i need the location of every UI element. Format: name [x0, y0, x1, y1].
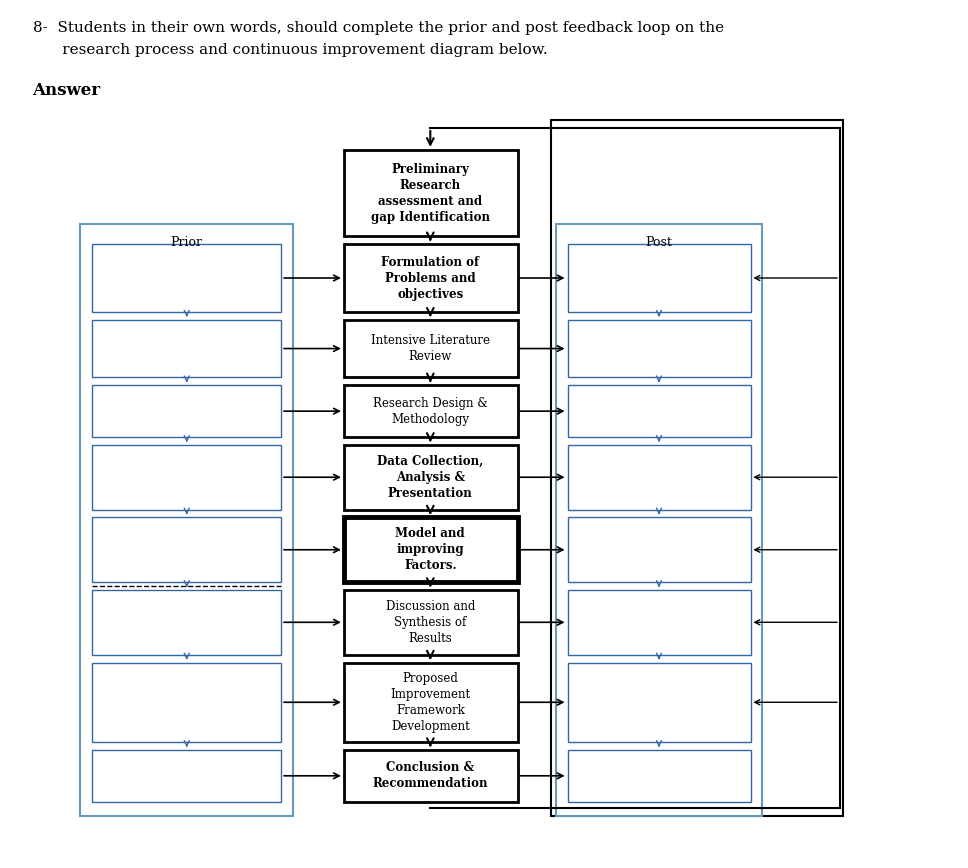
Bar — [567, 662, 751, 742]
Text: Post: Post — [646, 236, 673, 249]
Text: Model and
improving
Factors.: Model and improving Factors. — [396, 527, 465, 572]
Bar — [567, 385, 751, 437]
Bar — [344, 244, 518, 312]
Text: Formulation of
Problems and
objectives: Formulation of Problems and objectives — [381, 255, 479, 300]
Bar — [92, 385, 281, 437]
Bar — [344, 445, 518, 510]
Bar — [567, 445, 751, 510]
Bar — [556, 224, 763, 816]
Text: Prior: Prior — [170, 236, 202, 249]
Text: 8-  Students in their own words, should complete the prior and post feedback loo: 8- Students in their own words, should c… — [33, 21, 724, 35]
Text: Proposed
Improvement
Framework
Development: Proposed Improvement Framework Developme… — [390, 672, 470, 733]
Bar — [567, 319, 751, 378]
Bar — [92, 445, 281, 510]
Text: Preliminary
Research
assessment and
gap Identification: Preliminary Research assessment and gap … — [371, 162, 490, 224]
Bar — [344, 590, 518, 654]
Bar — [92, 319, 281, 378]
Bar — [80, 224, 293, 816]
Bar — [567, 517, 751, 582]
Bar — [92, 662, 281, 742]
Bar — [344, 662, 518, 742]
Bar — [567, 244, 751, 312]
Bar — [92, 750, 281, 802]
Bar — [344, 750, 518, 802]
Bar — [92, 590, 281, 654]
Bar — [567, 750, 751, 802]
Bar — [344, 385, 518, 437]
Text: Conclusion &
Recommendation: Conclusion & Recommendation — [373, 761, 488, 790]
Text: Research Design &
Methodology: Research Design & Methodology — [373, 397, 488, 425]
Bar — [92, 517, 281, 582]
Text: Discussion and
Synthesis of
Results: Discussion and Synthesis of Results — [385, 600, 475, 645]
Text: Data Collection,
Analysis &
Presentation: Data Collection, Analysis & Presentation — [378, 455, 483, 500]
Text: Intensive Literature
Review: Intensive Literature Review — [371, 334, 490, 363]
Bar — [551, 120, 843, 816]
Text: Answer: Answer — [33, 82, 101, 99]
Bar — [344, 517, 518, 582]
Bar — [567, 590, 751, 654]
Bar — [344, 319, 518, 378]
Text: research process and continuous improvement diagram below.: research process and continuous improvem… — [33, 43, 547, 56]
Bar — [344, 150, 518, 236]
Bar — [92, 244, 281, 312]
